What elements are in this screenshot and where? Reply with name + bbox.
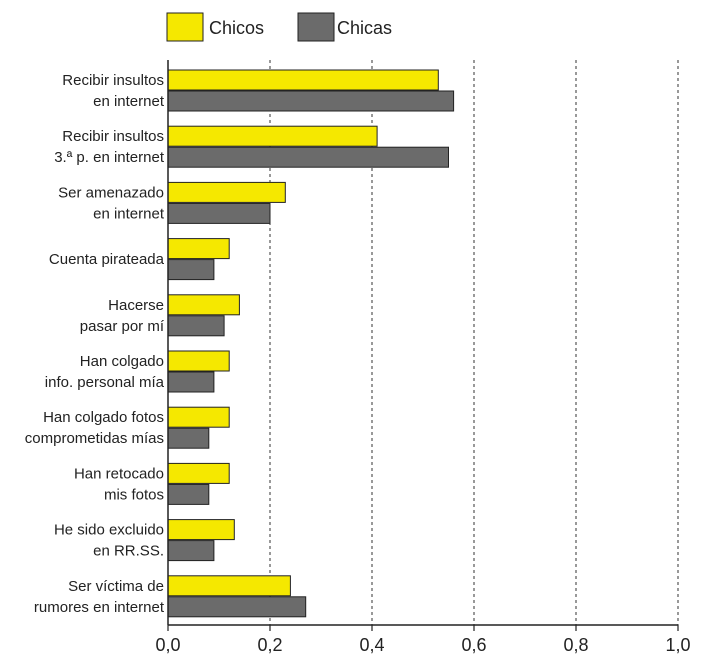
category-label: rumores en internet <box>34 599 165 616</box>
category-label: Cuenta pirateada <box>49 251 165 268</box>
bar-chicos <box>167 462 230 484</box>
x-tick-label: 0,2 <box>257 635 282 655</box>
category-label: pasar por mí <box>80 318 165 335</box>
bar-chicas <box>167 315 225 337</box>
legend-swatch-chicas <box>297 12 335 42</box>
legend-swatch-chicos <box>166 12 204 42</box>
category-label: Hacerse <box>108 297 164 314</box>
x-axis: 0,0 0,2 0,4 0,6 0,8 1,0 <box>155 60 691 655</box>
bar-chicos <box>167 181 286 203</box>
bar-chicos <box>167 238 230 260</box>
bar-chicas <box>167 483 210 505</box>
category-label: Ser víctima de <box>68 578 164 595</box>
category-label: Recibir insultos <box>62 72 164 89</box>
bar-chicas <box>167 596 307 618</box>
category-label: Han colgado fotos <box>43 409 164 426</box>
bars <box>167 69 455 618</box>
bar-chicas <box>167 371 215 393</box>
bar-chicos <box>167 406 230 428</box>
bar-chicos <box>167 69 439 91</box>
category-label: en RR.SS. <box>93 543 164 560</box>
category-label: comprometidas mías <box>25 430 164 447</box>
bar-chicas <box>167 427 210 449</box>
category-label: Han retocado <box>74 465 164 482</box>
bar-chicos <box>167 125 378 147</box>
bar-chicas <box>167 90 455 112</box>
bar-chicas <box>167 202 271 224</box>
category-label: en internet <box>93 205 165 222</box>
category-label: Ser amenazado <box>58 184 164 201</box>
category-label: info. personal mía <box>45 374 165 391</box>
category-label: He sido excluido <box>54 522 164 539</box>
x-tick-label: 0,4 <box>359 635 384 655</box>
category-label: Han colgado <box>80 353 164 370</box>
bar-chicas <box>167 259 215 281</box>
bar-chicas <box>167 146 449 168</box>
bar-chicos <box>167 575 291 597</box>
x-tick-label: 0,6 <box>461 635 486 655</box>
x-tick-label: 0,0 <box>155 635 180 655</box>
bar-chicos <box>167 519 235 541</box>
legend-label-chicos: Chicos <box>209 18 264 38</box>
category-label: 3.ª p. en internet <box>54 149 165 166</box>
bar-chicos <box>167 350 230 372</box>
category-label: en internet <box>93 93 165 110</box>
grid-lines <box>269 60 679 625</box>
category-label: mis fotos <box>104 486 164 503</box>
bar-chicas <box>167 540 215 562</box>
category-label: Recibir insultos <box>62 128 164 145</box>
legend: Chicos Chicas <box>166 12 392 42</box>
x-tick-label: 1,0 <box>665 635 690 655</box>
x-tick-label: 0,8 <box>563 635 588 655</box>
bar-chicos <box>167 294 240 316</box>
category-labels: Recibir insultos en internet Recibir insul… <box>25 72 165 616</box>
legend-label-chicas: Chicas <box>337 18 392 38</box>
